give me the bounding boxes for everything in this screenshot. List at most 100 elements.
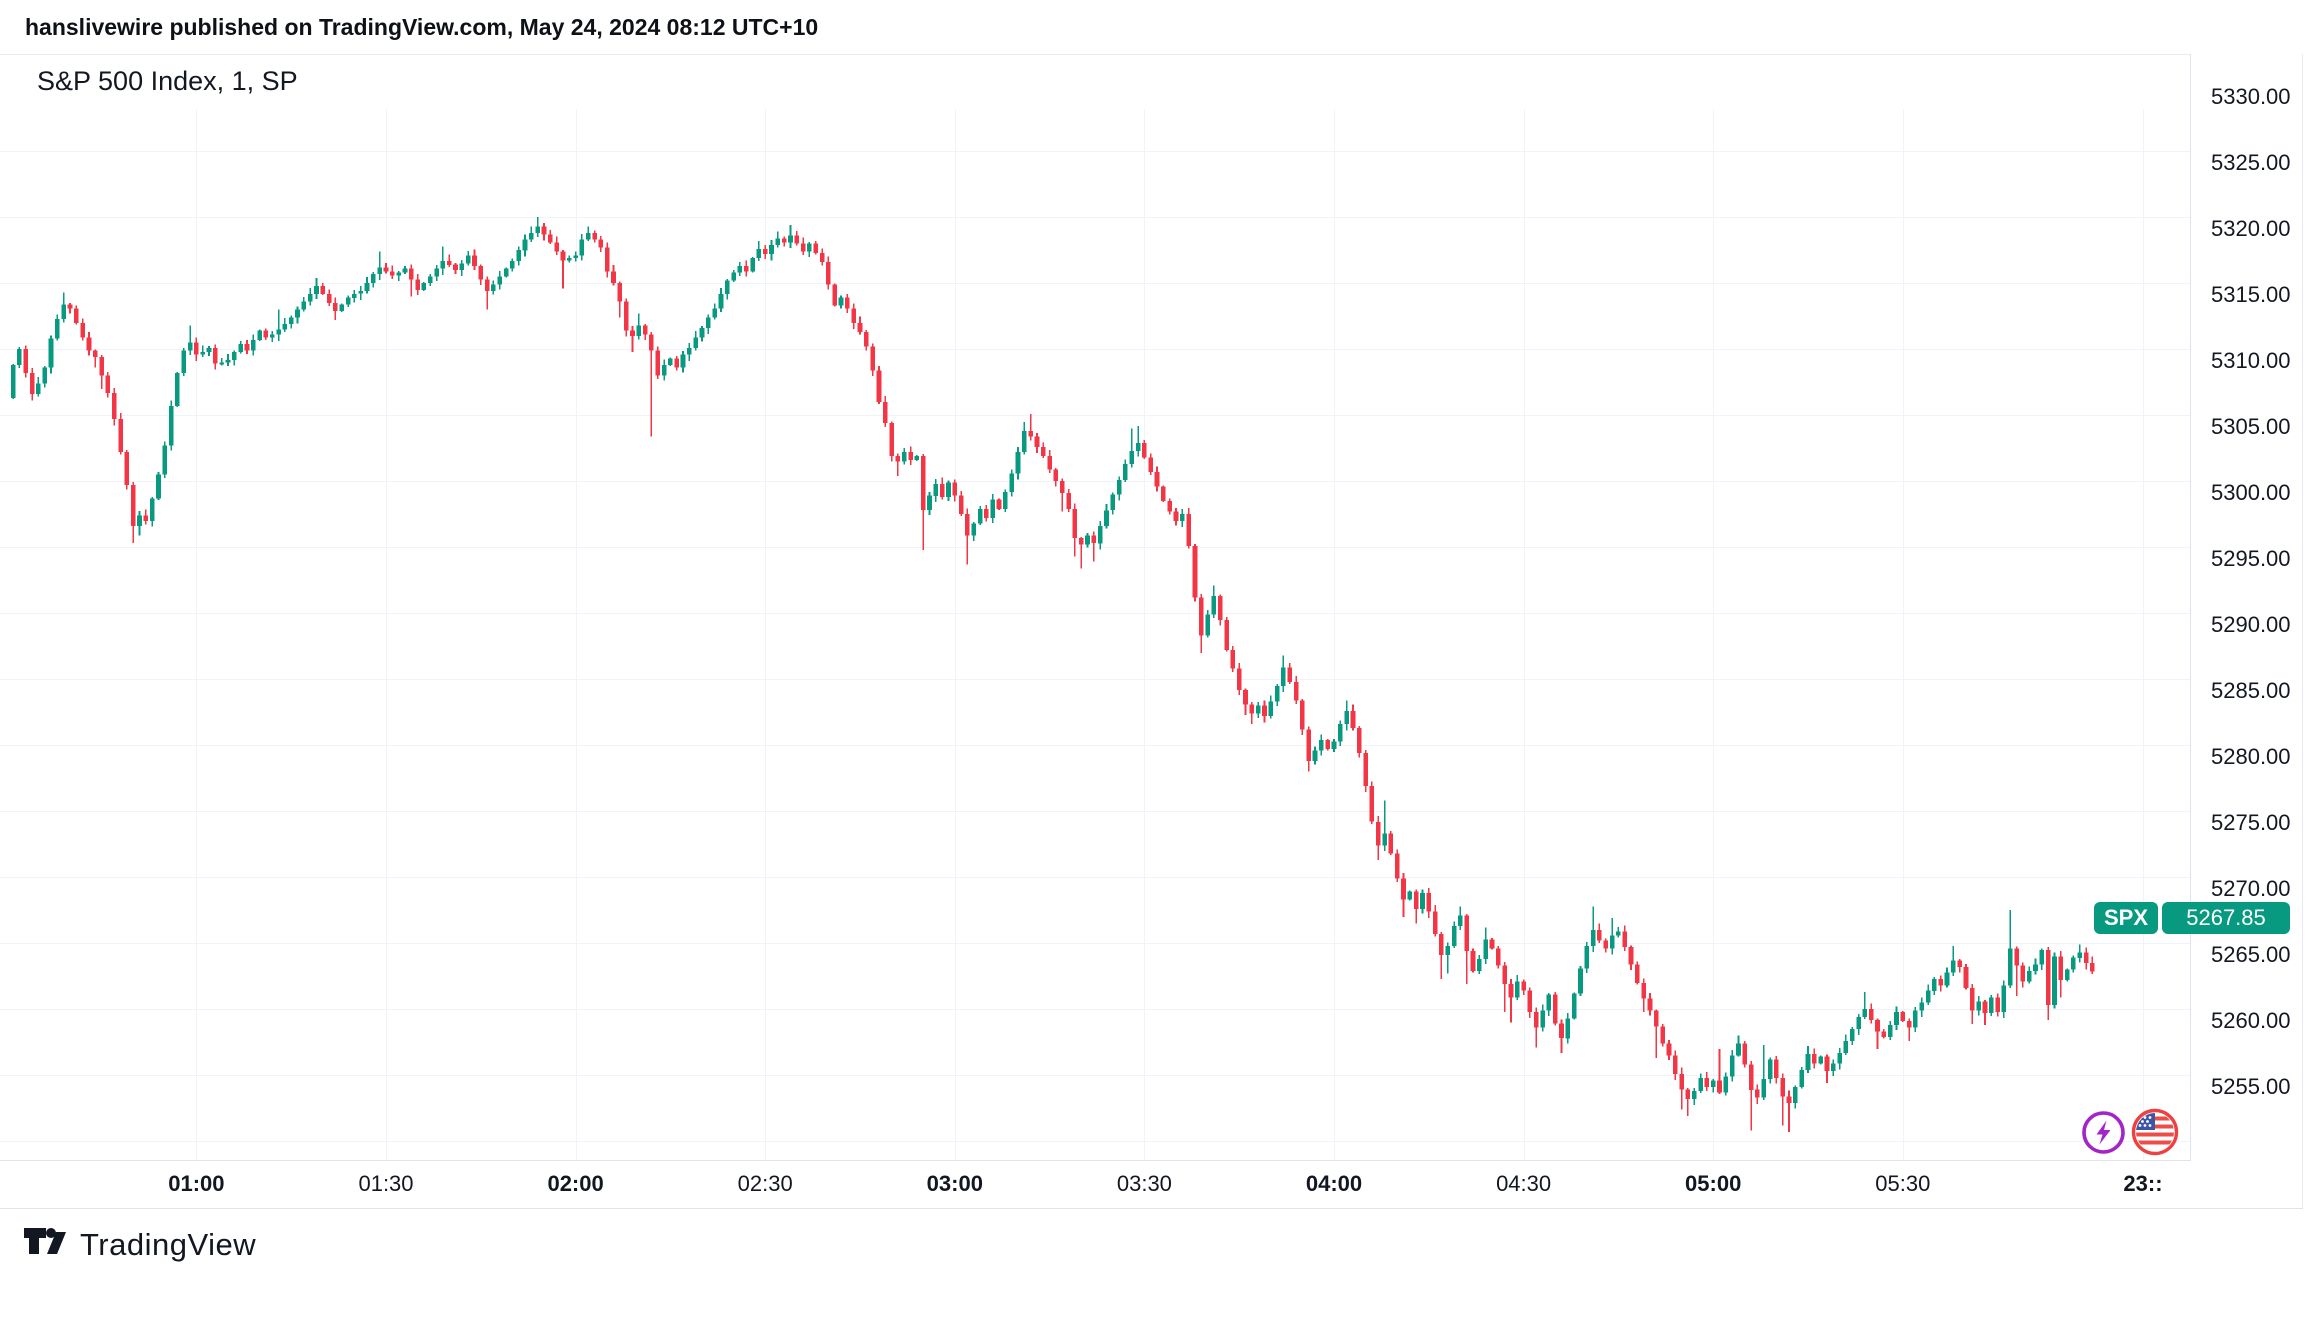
tradingview-logo[interactable]: TradingView [24,1226,256,1264]
candle-body [497,276,503,285]
candle-body [1148,457,1153,472]
candle-body [1167,501,1172,512]
candle-body [1489,939,1495,949]
candle-body [1382,833,1387,846]
chart-right-border [2302,54,2303,1208]
candle-body [238,343,243,352]
candle-body [74,308,79,323]
candle-body [1919,1002,1925,1011]
candle-wick [966,508,969,565]
candle-body [529,233,534,240]
candle-body [390,271,395,276]
candle-body [1003,491,1008,509]
candle-wick [1510,979,1512,1023]
candle-body [459,263,465,270]
candle-body [2033,964,2038,971]
candle-wick [1592,906,1594,953]
candle-body [535,226,540,234]
candle-body [927,495,932,511]
candle-wick [189,325,191,356]
price-axis-label: 5265.00 [2211,942,2291,968]
candle-body [339,304,345,311]
candle-wick [1750,1061,1752,1131]
candle-body [1597,930,1602,941]
candle-body [706,317,711,329]
candle-body [206,347,212,352]
candle-body [276,329,281,335]
candle-body [1628,947,1634,965]
candle-body [1243,689,1248,705]
candle-body [1736,1043,1741,1056]
candle-body [554,242,559,252]
candle-wick [201,345,204,357]
candle-body [1161,486,1166,501]
candlestick-chart[interactable] [0,54,2316,1334]
candle-body [1673,1055,1678,1074]
candle-body [10,365,16,399]
candle-body [1742,1043,1748,1065]
chart-legend[interactable]: S&P 500 Index, 1, SP [37,66,298,96]
candle-body [1154,472,1160,487]
candle-body [503,268,509,277]
price-axis-label: 5255.00 [2211,1074,2291,1100]
candle-body [1552,994,1558,1024]
candle-wick [1864,992,1866,1020]
candle-body [1066,493,1071,509]
candle-body [181,350,187,373]
footer-separator [0,1208,2303,1209]
candle-body [93,350,98,358]
candle-body [1034,436,1040,447]
candle-body [1375,821,1381,846]
price-axis-border [2190,54,2191,1208]
candle-body [1515,981,1520,998]
candle-body [421,283,427,290]
chart-container[interactable] [0,54,2316,1214]
candle-body [1571,993,1577,1019]
candle-body [687,347,692,355]
candle-body [1357,728,1362,754]
candle-body [718,293,724,309]
candle-body [737,266,743,273]
time-axis[interactable]: 01:00 01:30 02:00 02:30 03:00 03:30 04:00 04:30… [0,1161,2302,1208]
candle-body [1022,431,1027,453]
candle-body [1363,753,1368,787]
candle-body [295,309,300,318]
candle-body [1281,667,1286,686]
candle-body [579,239,585,256]
candle-body [48,338,54,368]
candle-body [636,325,642,337]
price-axis[interactable]: 5330.00 5325.00 5320.00 5315.00 5310.00 5305.… [2191,54,2302,1160]
candle-body [977,508,983,524]
candle-body [143,515,149,521]
candle-body [661,365,667,376]
candle-body [1565,1018,1571,1039]
candle-body [756,248,762,259]
candle-body [845,297,850,309]
candle-body [889,423,894,457]
candle-body [175,373,180,406]
candle-body [1812,1054,1817,1064]
candle-body [2058,956,2064,981]
time-axis-label: 03:30 [1116,1171,1172,1196]
candle-body [1767,1059,1773,1080]
candle-body [440,260,446,269]
price-axis-label: 5280.00 [2211,744,2291,770]
candle-body [1951,960,1956,973]
time-axis-label: 02:30 [737,1171,793,1196]
candle-body [1748,1064,1754,1090]
candle-body [1635,964,1640,983]
candle-body [168,406,174,446]
candle-body [1394,853,1400,879]
publish-header: hanslivewire published on TradingView.co… [0,0,2316,54]
candle-body [2045,949,2051,1006]
time-axis-label: 04:00 [1305,1171,1363,1196]
candle-body [655,350,661,376]
candle-body [1445,945,1451,956]
candle-body [1104,510,1109,527]
candle-body [1881,1031,1887,1037]
candle-body [446,260,452,265]
candle-body [794,235,800,244]
candle-body [396,272,401,276]
candle-body [1710,1080,1716,1088]
candle-wick [1781,1073,1784,1126]
